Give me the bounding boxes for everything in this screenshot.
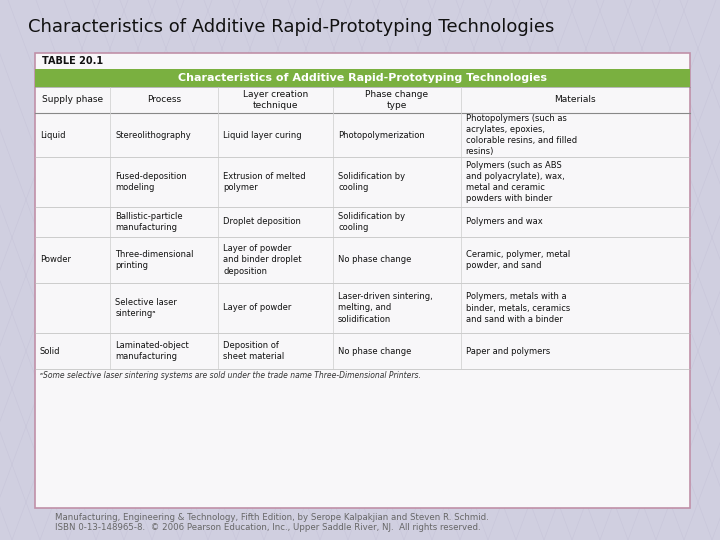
Text: Photopolymers (such as
acrylates, epoxies,
colorable resins, and filled
resins): Photopolymers (such as acrylates, epoxie… (466, 114, 577, 156)
Text: Extrusion of melted
polymer: Extrusion of melted polymer (223, 172, 306, 192)
Text: Selective laser
sinteringᵃ: Selective laser sinteringᵃ (115, 298, 177, 318)
Text: Ceramic, polymer, metal
powder, and sand: Ceramic, polymer, metal powder, and sand (466, 250, 570, 270)
Text: Laminated-object
manufacturing: Laminated-object manufacturing (115, 341, 189, 361)
Text: TABLE 20.1: TABLE 20.1 (42, 56, 103, 66)
Text: Fused-deposition
modeling: Fused-deposition modeling (115, 172, 187, 192)
Text: Manufacturing, Engineering & Technology, Fifth Edition, by Serope Kalpakjian and: Manufacturing, Engineering & Technology,… (55, 513, 489, 522)
Text: Layer of powder: Layer of powder (223, 303, 292, 313)
Text: Three-dimensional
printing: Three-dimensional printing (115, 250, 194, 270)
Text: Characteristics of Additive Rapid-Prototyping Technologies: Characteristics of Additive Rapid-Protot… (28, 18, 554, 36)
Text: Phase change
type: Phase change type (365, 90, 428, 110)
Text: Solid: Solid (40, 347, 60, 355)
Text: Polymers and wax: Polymers and wax (466, 218, 542, 226)
Text: Polymers (such as ABS
and polyacrylate), wax,
metal and ceramic
powders with bin: Polymers (such as ABS and polyacrylate),… (466, 161, 564, 203)
Text: Characteristics of Additive Rapid-Prototyping Technologies: Characteristics of Additive Rapid-Protot… (178, 73, 547, 83)
Text: Supply phase: Supply phase (42, 96, 103, 105)
Text: Layer of powder
and binder droplet
deposition: Layer of powder and binder droplet depos… (223, 245, 302, 275)
Text: Ballistic-particle
manufacturing: Ballistic-particle manufacturing (115, 212, 183, 232)
Text: No phase change: No phase change (338, 347, 411, 355)
Text: No phase change: No phase change (338, 255, 411, 265)
Text: Materials: Materials (554, 96, 596, 105)
Text: ᵃSome selective laser sintering systems are sold under the trade name Three-Dime: ᵃSome selective laser sintering systems … (40, 371, 421, 380)
Bar (35, 69, 690, 87)
Text: Deposition of
sheet material: Deposition of sheet material (223, 341, 284, 361)
Text: Powder: Powder (40, 255, 71, 265)
Text: Liquid: Liquid (40, 131, 66, 139)
Text: Droplet deposition: Droplet deposition (223, 218, 301, 226)
Text: Solidification by
cooling: Solidification by cooling (338, 212, 405, 232)
Text: Polymers, metals with a
binder, metals, ceramics
and sand with a binder: Polymers, metals with a binder, metals, … (466, 292, 570, 323)
Text: Photopolymerization: Photopolymerization (338, 131, 425, 139)
Bar (35, 53, 690, 508)
Text: Liquid layer curing: Liquid layer curing (223, 131, 302, 139)
Text: Solidification by
cooling: Solidification by cooling (338, 172, 405, 192)
Text: Stereolithography: Stereolithography (115, 131, 191, 139)
Text: Laser-driven sintering,
melting, and
solidification: Laser-driven sintering, melting, and sol… (338, 292, 433, 323)
Text: ISBN 0-13-148965-8.  © 2006 Pearson Education, Inc., Upper Saddle River, NJ.  Al: ISBN 0-13-148965-8. © 2006 Pearson Educa… (55, 523, 481, 532)
Text: Layer creation
technique: Layer creation technique (243, 90, 308, 110)
Text: Process: Process (148, 96, 181, 105)
Text: Paper and polymers: Paper and polymers (466, 347, 550, 355)
